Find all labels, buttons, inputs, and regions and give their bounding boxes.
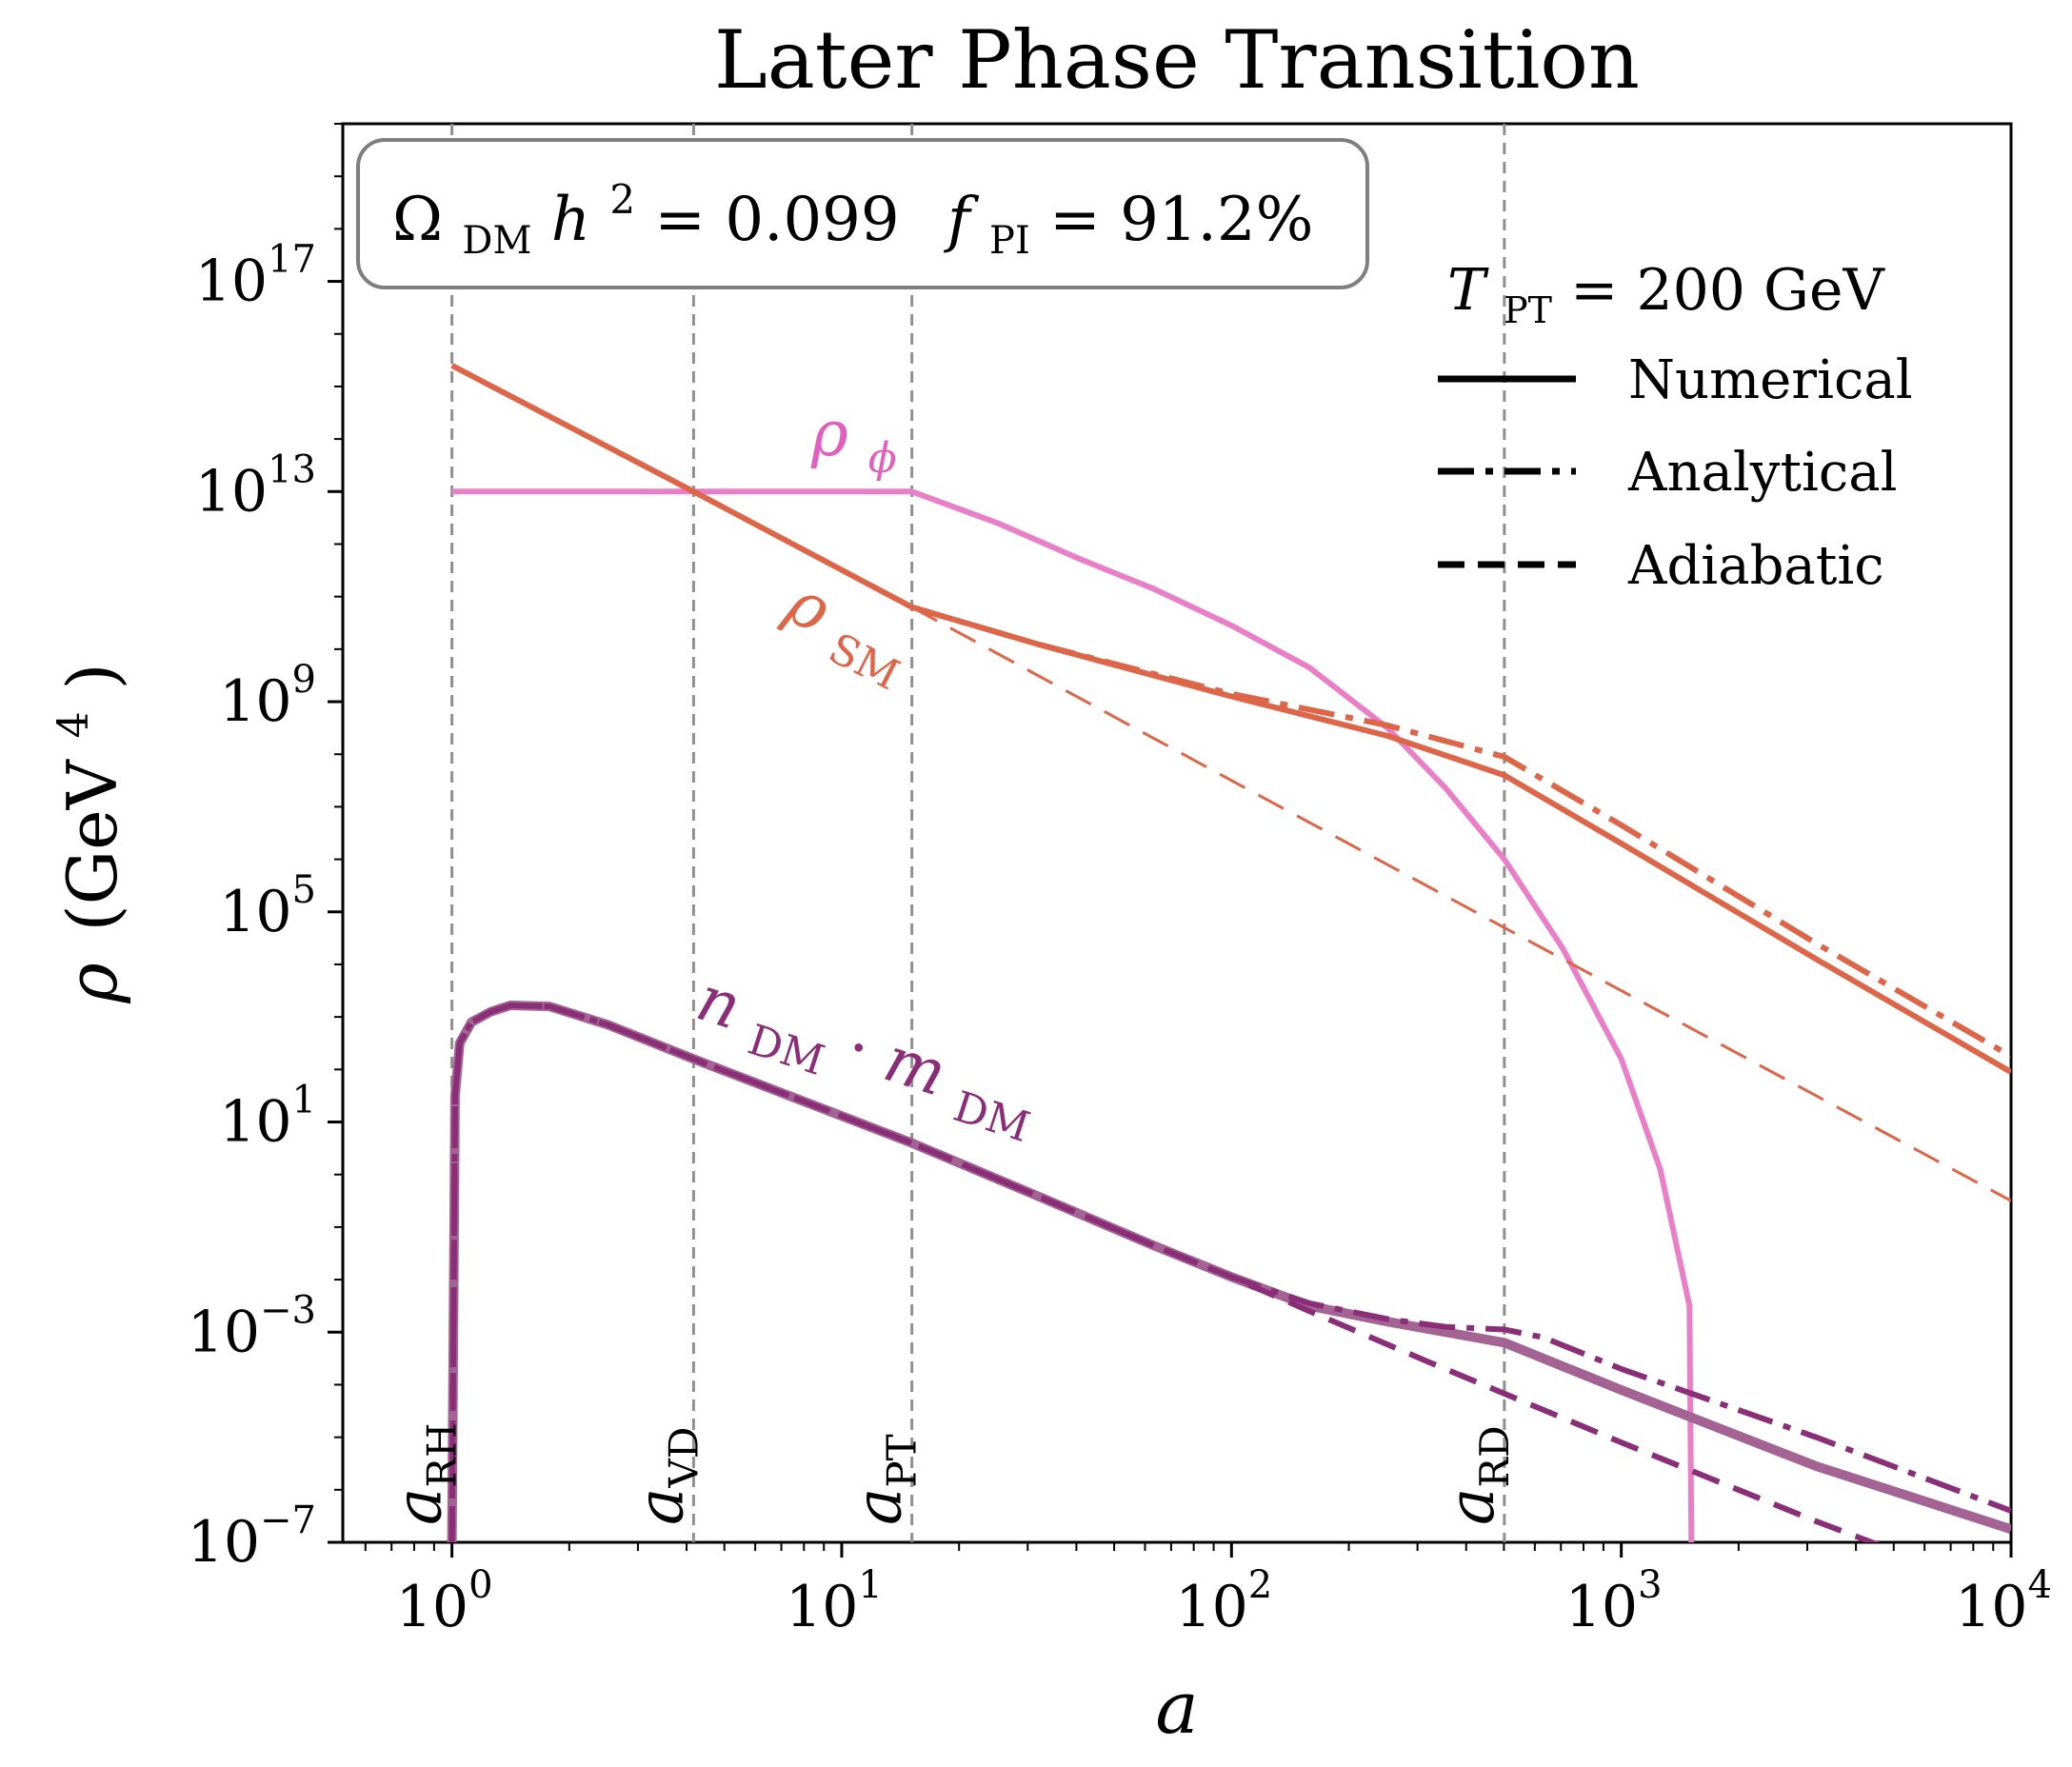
series-rho-sm-numerical: [450, 363, 2011, 1075]
rho-phi-label: ρ ϕ: [810, 397, 897, 483]
y-axis-label: ρ (GeV 4 ): [24, 663, 132, 1003]
legend-title: T PT = 200 GeV: [1447, 257, 1885, 337]
svg-text:ρ (GeV 4 ): ρ (GeV 4 ): [24, 663, 132, 1003]
rho-sm-label: ρ SM: [769, 565, 924, 700]
y-tick-label: 105: [219, 868, 316, 945]
y-tick-label: 10−7: [188, 1499, 316, 1576]
x-tick-label: 103: [1565, 1563, 1663, 1640]
axis-tick-labels: 100 101 102 103 104 10−7 10−3 101 105 109 1013 1017: [188, 238, 2052, 1640]
series-rho-sm-adiabatic: [910, 606, 2011, 1202]
x-tick-label: 100: [396, 1563, 493, 1640]
axis-ticks: [328, 123, 2013, 1558]
a-rh-label: aRH: [383, 1422, 466, 1525]
legend-label-numerical: Numerical: [1628, 349, 1913, 411]
a-pt-label: aPT: [843, 1434, 926, 1525]
y-tick-label: 101: [219, 1079, 316, 1156]
y-tick-label: 1013: [195, 447, 316, 525]
info-box: Ω DM h 2 = 0.099 f PI = 91.2%: [356, 138, 1369, 289]
omega-value: Ω DM h 2 = 0.099: [392, 158, 900, 268]
curves: [447, 363, 2011, 1542]
f-pi-value: f PI = 91.2%: [944, 185, 1313, 268]
reference-line-labels: aRH aVD aPT aRD: [383, 1422, 1518, 1525]
a-rd-label: aRD: [1435, 1425, 1518, 1525]
y-tick-label: 10−3: [188, 1288, 316, 1365]
svg-text:ρ SM: ρ SM: [769, 565, 924, 700]
info-box-frame: [356, 138, 1369, 289]
legend: T PT = 200 GeV Numerical Analytical Adia…: [1438, 257, 1913, 597]
chart-title: Later Phase Transition: [714, 13, 1640, 107]
x-axis-label: a: [1155, 1665, 1198, 1750]
y-tick-label: 1017: [195, 238, 316, 315]
svg-text:n DM · m: n DM · m DM: [683, 962, 1046, 1157]
n-dm-m-dm-label: n DM · m DM: [683, 962, 1046, 1157]
x-tick-label: 101: [786, 1563, 883, 1640]
x-tick-label: 104: [1955, 1563, 2052, 1640]
x-tick-label: 102: [1175, 1563, 1272, 1640]
series-rho-sm-analytical: [910, 604, 2011, 1060]
legend-label-adiabatic: Adiabatic: [1627, 535, 1884, 597]
y-tick-label: 109: [219, 658, 316, 735]
plot-frame: [341, 122, 2013, 1544]
a-vd-label: aVD: [624, 1427, 707, 1525]
legend-label-analytical: Analytical: [1627, 442, 1898, 504]
series-n-dm-m-dm-adiabatic: [448, 1003, 1881, 1542]
